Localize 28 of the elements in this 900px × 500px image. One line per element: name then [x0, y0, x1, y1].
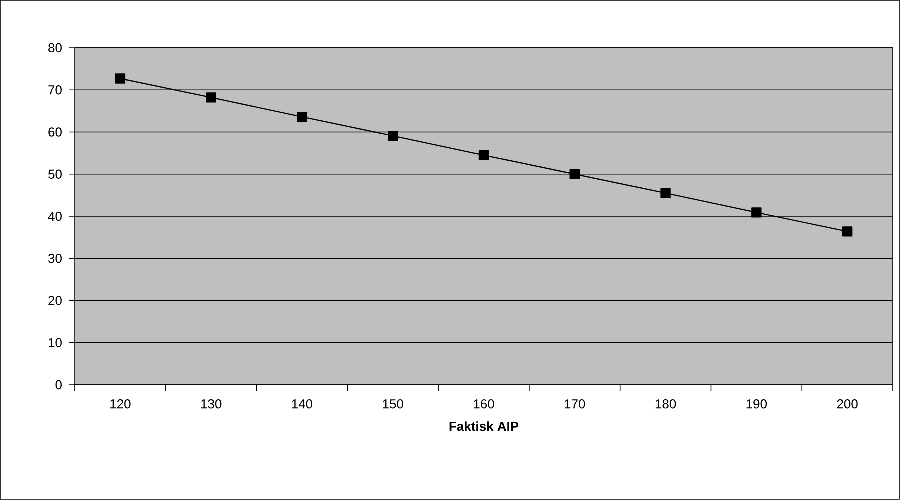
- y-tick-label: 50: [48, 170, 62, 179]
- y-tick-label: 10: [48, 338, 62, 348]
- point: [752, 208, 762, 218]
- x-axis-title: Faktisk AIP: [450, 422, 519, 432]
- y-tick-label: 40: [48, 212, 62, 222]
- x-tick-label: 190: [746, 400, 768, 409]
- y-tick-label: 0: [56, 380, 62, 390]
- point: [570, 169, 580, 180]
- point: [115, 74, 126, 84]
- y-tick-label: 70: [48, 86, 62, 95]
- point: [297, 112, 308, 122]
- y-tick-label: 80: [48, 43, 62, 53]
- x-tick-label: 160: [474, 400, 494, 409]
- x-tick-label: 130: [201, 400, 222, 409]
- x-tick-label: 180: [656, 400, 676, 409]
- x-tick-label: 200: [837, 400, 858, 409]
- point: [842, 226, 853, 237]
- x-tick-label: 170: [565, 400, 586, 409]
- point: [660, 188, 671, 198]
- x-tick-label: 120: [110, 400, 131, 409]
- point: [388, 130, 398, 142]
- y-tick-label: 30: [48, 254, 62, 264]
- x-tick-label: 140: [292, 400, 313, 409]
- point: [478, 150, 490, 161]
- x-tick-label: 150: [383, 400, 404, 409]
- point: [206, 92, 216, 103]
- y-tick-label: 20: [48, 296, 62, 306]
- y-tick-label: 60: [48, 128, 62, 137]
